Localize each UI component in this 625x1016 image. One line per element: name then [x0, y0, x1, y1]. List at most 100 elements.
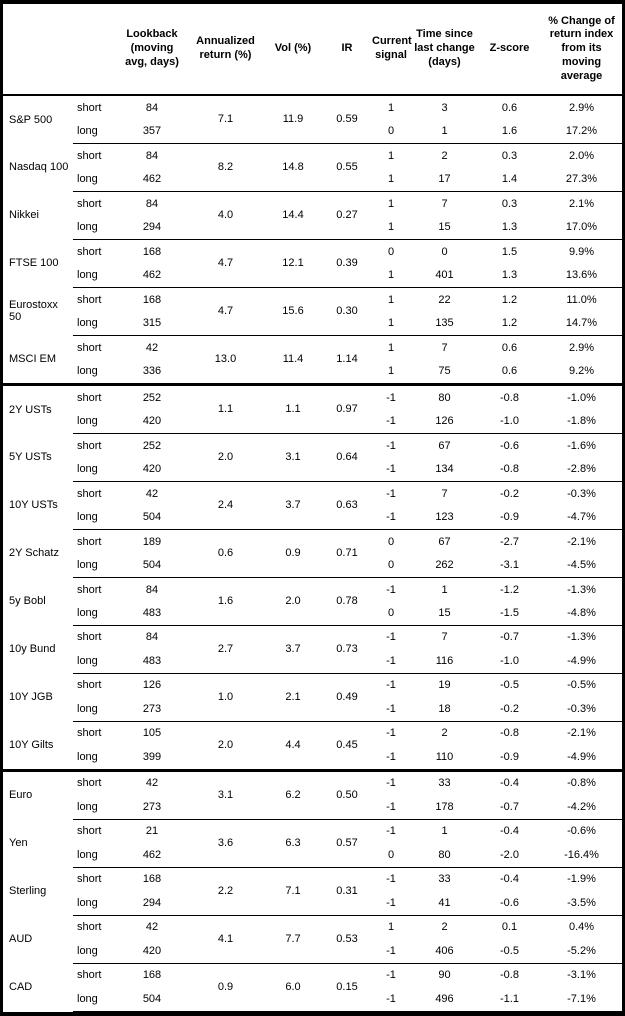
asset-name-cell: 10Y JGB: [9, 691, 53, 704]
time-since-cell: 1: [441, 583, 448, 596]
ir-cell: 0.73: [323, 625, 371, 674]
table-row-long: long 420 -1 126 -1.0 -1.8%: [3, 409, 622, 434]
current-signal-cell: -1: [386, 631, 396, 644]
time-since-cell: 7: [441, 197, 448, 210]
period-cell: long: [73, 263, 116, 288]
period-cell: long: [73, 795, 116, 820]
zscore-cell: 0.3: [501, 197, 518, 210]
pct-change-cell: -4.9%: [541, 649, 622, 674]
period-cell: long: [73, 359, 116, 385]
lookback-cell: 504: [116, 553, 188, 578]
zscore-cell: -0.9: [478, 505, 541, 530]
table-row-short: Nasdaq 100 short 84 8.2 14.8 0.55 1 2 0.3 2.0%: [3, 143, 622, 192]
lookback-cell: 42: [145, 921, 159, 934]
period-cell: long: [73, 843, 116, 868]
table-row-long: long 273 -1 18 -0.2 -0.3%: [3, 697, 622, 722]
table-row-short: Yen short 21 3.6 6.3 0.57 -1 1 -0.4 -0.6%: [3, 819, 622, 868]
pct-change-cell: -1.8%: [541, 409, 622, 434]
asset-name-cell: 10y Bund: [9, 643, 56, 656]
period-cell: short: [77, 487, 102, 500]
current-signal-cell: 1: [387, 293, 395, 306]
current-signal-cell: -1: [371, 505, 411, 530]
pct-change-cell: -3.5%: [541, 891, 622, 916]
current-signal-cell: 1: [371, 263, 411, 288]
zscore-cell: -0.6: [478, 891, 541, 916]
zscore-cell: -0.2: [478, 697, 541, 722]
table-row-short: 2Y USTs short 252 1.1 1.1 0.97 -1 80 -0.8 -1.0%: [3, 382, 622, 434]
zscore-cell: -0.8: [500, 727, 519, 740]
pct-change-cell: -4.8%: [541, 601, 622, 626]
time-since-cell: 2: [441, 727, 448, 740]
current-signal-cell: -1: [371, 697, 411, 722]
annualized-return-cell: 8.2: [188, 143, 263, 192]
time-since-cell: 90: [438, 969, 451, 982]
zscore-cell: 1.3: [478, 215, 541, 240]
ir-cell: 0.50: [323, 768, 371, 820]
annualized-return-cell: 1.0: [188, 673, 263, 722]
annualized-return-cell: 0.9: [188, 963, 263, 1012]
vol-cell: 12.1: [263, 239, 323, 288]
pct-change-cell: -0.3%: [567, 487, 596, 500]
table-row-short: FTSE 100 short 168 4.7 12.1 0.39 0 0 1.5 9.9%: [3, 239, 622, 288]
table-row-long: long 483 -1 116 -1.0 -4.9%: [3, 649, 622, 674]
table-row-short: S&P 500 short 84 7.1 11.9 0.59 1 3 0.6 2.9%: [3, 95, 622, 144]
time-since-cell: 80: [411, 382, 478, 410]
table-row-long: long 420 -1 134 -0.8 -2.8%: [3, 457, 622, 482]
table-body: S&P 500 short 84 7.1 11.9 0.59 1 3 0.6 2.9% long 35…: [3, 95, 622, 1012]
time-since-cell: 126: [411, 409, 478, 434]
period-cell: short: [77, 197, 102, 210]
time-since-cell: 19: [438, 679, 451, 692]
current-signal-cell: 0: [371, 553, 411, 578]
vol-cell: 7.7: [263, 915, 323, 964]
zscore-cell: -1.5: [478, 601, 541, 626]
pct-change-cell: 2.0%: [568, 149, 595, 162]
asset-name-cell: MSCI EM: [9, 353, 57, 366]
current-signal-cell: 1: [371, 215, 411, 240]
pct-change-cell: 2.9%: [568, 341, 595, 354]
vol-cell: 6.3: [263, 819, 323, 868]
time-since-cell: 135: [411, 311, 478, 336]
lookback-cell: 420: [116, 457, 188, 482]
pct-change-cell: -1.0%: [541, 382, 622, 410]
lookback-cell: 42: [145, 341, 159, 354]
ir-cell: 0.59: [323, 95, 371, 144]
lookback-cell: 336: [116, 359, 188, 385]
table-row-long: long 294 -1 41 -0.6 -3.5%: [3, 891, 622, 916]
current-signal-cell: 0: [387, 535, 395, 548]
pct-change-cell: -1.3%: [567, 583, 596, 596]
zscore-cell: 0.6: [501, 341, 518, 354]
col-header-zscore: Z-score: [478, 4, 541, 96]
table-row-short: 5y Bobl short 84 1.6 2.0 0.78 -1 1 -1.2 -1.3%: [3, 577, 622, 626]
time-since-cell: 0: [441, 245, 448, 258]
asset-name-cell: Sterling: [9, 885, 47, 898]
time-since-cell: 7: [441, 631, 448, 644]
zscore-cell: -0.8: [500, 969, 519, 982]
current-signal-cell: 0: [387, 245, 395, 258]
table-row-short: 10Y USTs short 42 2.4 3.7 0.63 -1 7 -0.2 -0.3%: [3, 481, 622, 530]
annualized-return-cell: 2.2: [188, 867, 263, 916]
period-cell: long: [73, 745, 116, 771]
current-signal-cell: 1: [387, 921, 395, 934]
table-row-short: Euro short 42 3.1 6.2 0.50 -1 33 -0.4 -0.8%: [3, 768, 622, 820]
ir-cell: 0.53: [323, 915, 371, 964]
vol-cell: 6.0: [263, 963, 323, 1012]
lookback-cell: 483: [116, 649, 188, 674]
lookback-cell: 42: [116, 768, 188, 796]
vol-cell: 2.0: [263, 577, 323, 626]
zscore-cell: -0.9: [478, 745, 541, 771]
ir-cell: 0.15: [323, 963, 371, 1012]
zscore-cell: 1.3: [478, 263, 541, 288]
vol-cell: 15.6: [263, 287, 323, 336]
current-signal-cell: -1: [386, 969, 396, 982]
time-since-cell: 116: [411, 649, 478, 674]
vol-cell: 11.9: [263, 95, 323, 144]
zscore-cell: -1.2: [500, 583, 519, 596]
current-signal-cell: -1: [386, 825, 396, 838]
vol-cell: 3.7: [263, 625, 323, 674]
period-cell: long: [73, 697, 116, 722]
period-cell: long: [73, 167, 116, 192]
time-since-cell: 401: [411, 263, 478, 288]
period-cell: long: [73, 987, 116, 1012]
ir-cell: 0.27: [323, 191, 371, 240]
lookback-cell: 84: [145, 197, 159, 210]
